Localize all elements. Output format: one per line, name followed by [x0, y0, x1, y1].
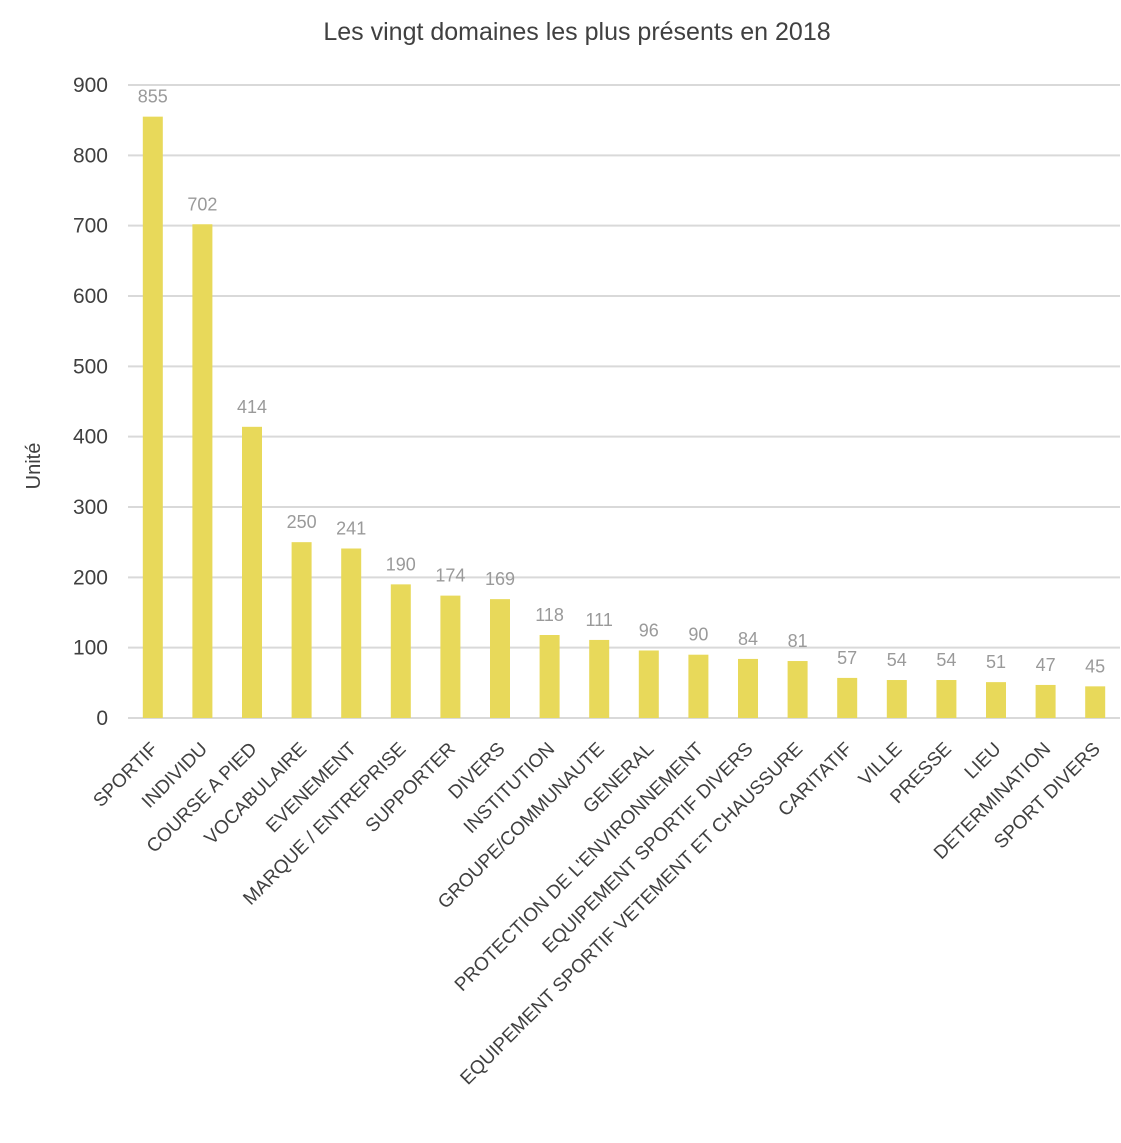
bar	[886, 680, 907, 718]
data-label: 855	[138, 87, 168, 107]
data-label: 54	[887, 650, 907, 670]
bar	[291, 542, 312, 718]
bar	[589, 639, 610, 718]
bar	[192, 224, 213, 718]
bar	[986, 682, 1006, 718]
y-tick-label: 700	[73, 215, 108, 238]
bar	[390, 584, 411, 718]
y-tick-label: 100	[73, 637, 108, 660]
data-label: 250	[287, 512, 317, 532]
x-tick-label: LIEU	[961, 739, 1006, 784]
bar	[1035, 684, 1056, 718]
data-label: 57	[837, 648, 857, 668]
data-label: 414	[237, 397, 267, 417]
data-label: 54	[936, 650, 956, 670]
data-label: 84	[738, 629, 758, 649]
bar	[142, 116, 163, 718]
bar	[341, 548, 362, 718]
data-label: 241	[336, 518, 366, 538]
bar	[837, 677, 858, 718]
y-tick-label: 900	[73, 74, 108, 97]
y-tick-label: 400	[73, 426, 108, 449]
y-tick-label: 500	[73, 355, 108, 378]
y-tick-label: 300	[73, 496, 108, 519]
y-tick-label: 800	[73, 144, 108, 167]
data-label: 190	[386, 554, 416, 574]
bar	[738, 658, 758, 718]
data-label: 47	[1036, 655, 1056, 675]
bar	[440, 595, 461, 718]
bar	[688, 654, 709, 718]
data-label: 45	[1085, 656, 1105, 676]
data-label: 111	[586, 610, 613, 630]
bar	[1085, 686, 1106, 718]
data-label: 96	[639, 620, 659, 640]
y-tick-label: 0	[96, 707, 108, 730]
chart-title: Les vingt domaines les plus présents en …	[323, 18, 830, 46]
data-label: 81	[788, 631, 808, 651]
data-labels: 855 702 414 250 241 190 174 169 118 111 96 90 84 81 57…	[138, 87, 1105, 677]
bar	[242, 426, 262, 718]
bar	[490, 599, 510, 718]
y-tick-label: 600	[73, 285, 108, 308]
data-label: 174	[435, 566, 465, 586]
data-label: 118	[535, 605, 564, 625]
data-label: 169	[485, 569, 515, 589]
bar	[539, 635, 560, 718]
y-axis-ticks: 0 100 200 300 400 500 600 700 800 900	[73, 74, 108, 730]
data-label: 51	[986, 652, 1006, 672]
bars	[142, 116, 1106, 718]
bar	[787, 661, 808, 718]
bar	[936, 680, 957, 718]
data-label: 702	[187, 194, 217, 214]
y-tick-label: 200	[73, 566, 108, 589]
y-axis-label: Unité	[23, 443, 45, 490]
data-label: 90	[688, 625, 708, 645]
bar	[638, 650, 659, 718]
gridlines	[128, 84, 1120, 719]
